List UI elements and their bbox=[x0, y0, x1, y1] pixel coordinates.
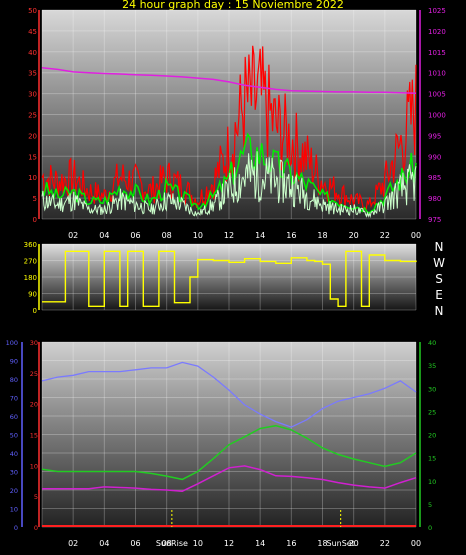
plot1-xtick-7: 16 bbox=[286, 231, 296, 240]
sunset-label: SunSet bbox=[327, 539, 355, 548]
plot3-xtick-5: 12 bbox=[224, 539, 234, 548]
plot1-right-tick-2: 985 bbox=[428, 174, 441, 182]
humidity-tick-4: 40 bbox=[10, 450, 18, 458]
plot1-left-tick-0: 0 bbox=[33, 216, 37, 224]
plot1-xtick-1: 04 bbox=[99, 231, 109, 240]
plot3-xtick-2: 06 bbox=[130, 539, 140, 548]
plot2-tick-3: 270 bbox=[24, 258, 37, 266]
plot1-left-tick-3: 15 bbox=[28, 153, 37, 161]
plot1-xtick-6: 14 bbox=[255, 231, 265, 240]
humidity-tick-2: 20 bbox=[10, 487, 18, 495]
plot1-right-tick-7: 1010 bbox=[428, 70, 446, 78]
plot1-right-tick-0: 975 bbox=[428, 216, 441, 224]
plot3-right-tick-8: 40 bbox=[428, 339, 436, 347]
plot3-left-tick-5: 25 bbox=[30, 370, 38, 378]
plot3-xtick-1: 04 bbox=[99, 539, 109, 548]
plot3-left-tick-6: 30 bbox=[30, 339, 38, 347]
plot3-right-tick-6: 30 bbox=[428, 385, 436, 393]
plot1-left-tick-10: 50 bbox=[28, 7, 37, 15]
plot1-left-tick-6: 30 bbox=[28, 91, 37, 99]
plot1-right-tick-9: 1020 bbox=[428, 28, 446, 36]
plot3-right-tick-5: 25 bbox=[428, 408, 436, 416]
wind-light-line bbox=[41, 151, 417, 219]
plot1-left-tick-7: 35 bbox=[28, 70, 37, 78]
plot3-xtick-3: 08 bbox=[162, 539, 172, 548]
humidity-tick-7: 70 bbox=[10, 395, 18, 403]
plot1-right-tick-5: 1000 bbox=[428, 112, 446, 120]
plot1-left-tick-5: 25 bbox=[28, 112, 37, 120]
plot3-right-tick-3: 15 bbox=[428, 455, 436, 463]
humidity-tick-0: 0 bbox=[14, 524, 18, 532]
plot3-background bbox=[42, 342, 416, 527]
plot3-xtick-8: 18 bbox=[317, 539, 327, 548]
plot1-left-tick-4: 20 bbox=[28, 132, 37, 140]
temperature-line bbox=[41, 424, 417, 481]
plot1-left-tick-2: 10 bbox=[28, 174, 37, 182]
direction-label-s: S bbox=[435, 272, 443, 286]
plot3-right-tick-7: 35 bbox=[428, 362, 436, 370]
plot1-left-tick-1: 5 bbox=[33, 195, 37, 203]
plot1-xtick-8: 18 bbox=[317, 231, 327, 240]
plot3-xtick-4: 10 bbox=[193, 539, 203, 548]
plot1-xtick-0: 02 bbox=[68, 231, 78, 240]
plot2-tick-2: 180 bbox=[24, 274, 37, 282]
plot3-left-tick-3: 15 bbox=[30, 432, 38, 440]
plot1-right-tick-6: 1005 bbox=[428, 91, 446, 99]
humidity-tick-5: 50 bbox=[10, 432, 18, 440]
humidity-tick-6: 60 bbox=[10, 413, 18, 421]
humidity-line bbox=[41, 361, 417, 428]
plot1-right-tick-1: 980 bbox=[428, 195, 441, 203]
plot1-xtick-4: 10 bbox=[193, 231, 203, 240]
direction-label-e: E bbox=[435, 288, 443, 302]
plot3-left-tick-4: 20 bbox=[30, 401, 38, 409]
plot1-xtick-11: 00 bbox=[411, 231, 421, 240]
plot3-right-tick-4: 20 bbox=[428, 432, 436, 440]
plot1-right-tick-4: 995 bbox=[428, 132, 441, 140]
plot1-left-tick-9: 45 bbox=[28, 28, 37, 36]
plot3-right-tick-1: 5 bbox=[428, 501, 432, 509]
plot2-tick-4: 360 bbox=[24, 241, 37, 249]
plot3-xtick-0: 02 bbox=[68, 539, 78, 548]
dewpoint-line bbox=[42, 465, 417, 492]
sunrise-label: SunRise bbox=[156, 539, 188, 548]
plot3-xtick-10: 22 bbox=[380, 539, 390, 548]
humidity-tick-9: 90 bbox=[10, 358, 18, 366]
humidity-tick-10: 100 bbox=[6, 339, 18, 347]
plot3-xtick-9: 20 bbox=[349, 539, 359, 548]
plot3-xtick-11: 00 bbox=[411, 539, 421, 548]
chart-title: 24 hour graph day : 15 Noviembre 2022 bbox=[122, 0, 344, 11]
plot1-xtick-5: 12 bbox=[224, 231, 234, 240]
humidity-tick-8: 80 bbox=[10, 376, 18, 384]
humidity-tick-3: 30 bbox=[10, 469, 18, 477]
plot3-left-tick-0: 0 bbox=[34, 524, 38, 532]
plot1-right-tick-3: 990 bbox=[428, 153, 441, 161]
plot1-xtick-3: 08 bbox=[162, 231, 172, 240]
plot3-xtick-6: 14 bbox=[255, 539, 265, 548]
direction-label-n2: N bbox=[434, 304, 444, 318]
plot1-xtick-2: 06 bbox=[130, 231, 140, 240]
humidity-tick-1: 10 bbox=[10, 506, 18, 514]
wind-direction-line bbox=[42, 250, 417, 307]
plot3-right-tick-0: 0 bbox=[428, 524, 432, 532]
plot3-right-tick-2: 10 bbox=[428, 478, 436, 486]
plot3-left-tick-2: 10 bbox=[30, 462, 38, 470]
plot3-left-tick-1: 5 bbox=[34, 493, 38, 501]
plot2-tick-0: 0 bbox=[33, 307, 37, 315]
direction-label-w: W bbox=[433, 256, 445, 270]
plot1-right-tick-8: 1015 bbox=[428, 49, 446, 57]
plot3-xtick-7: 16 bbox=[286, 539, 296, 548]
plot1-right-tick-10: 1025 bbox=[428, 7, 446, 15]
plot1-xtick-10: 22 bbox=[380, 231, 390, 240]
plot1-left-tick-8: 40 bbox=[28, 49, 37, 57]
plot2-tick-1: 90 bbox=[28, 291, 37, 299]
pressure-line bbox=[41, 66, 417, 94]
plot1-xtick-9: 20 bbox=[349, 231, 359, 240]
direction-label-n: N bbox=[434, 240, 444, 254]
